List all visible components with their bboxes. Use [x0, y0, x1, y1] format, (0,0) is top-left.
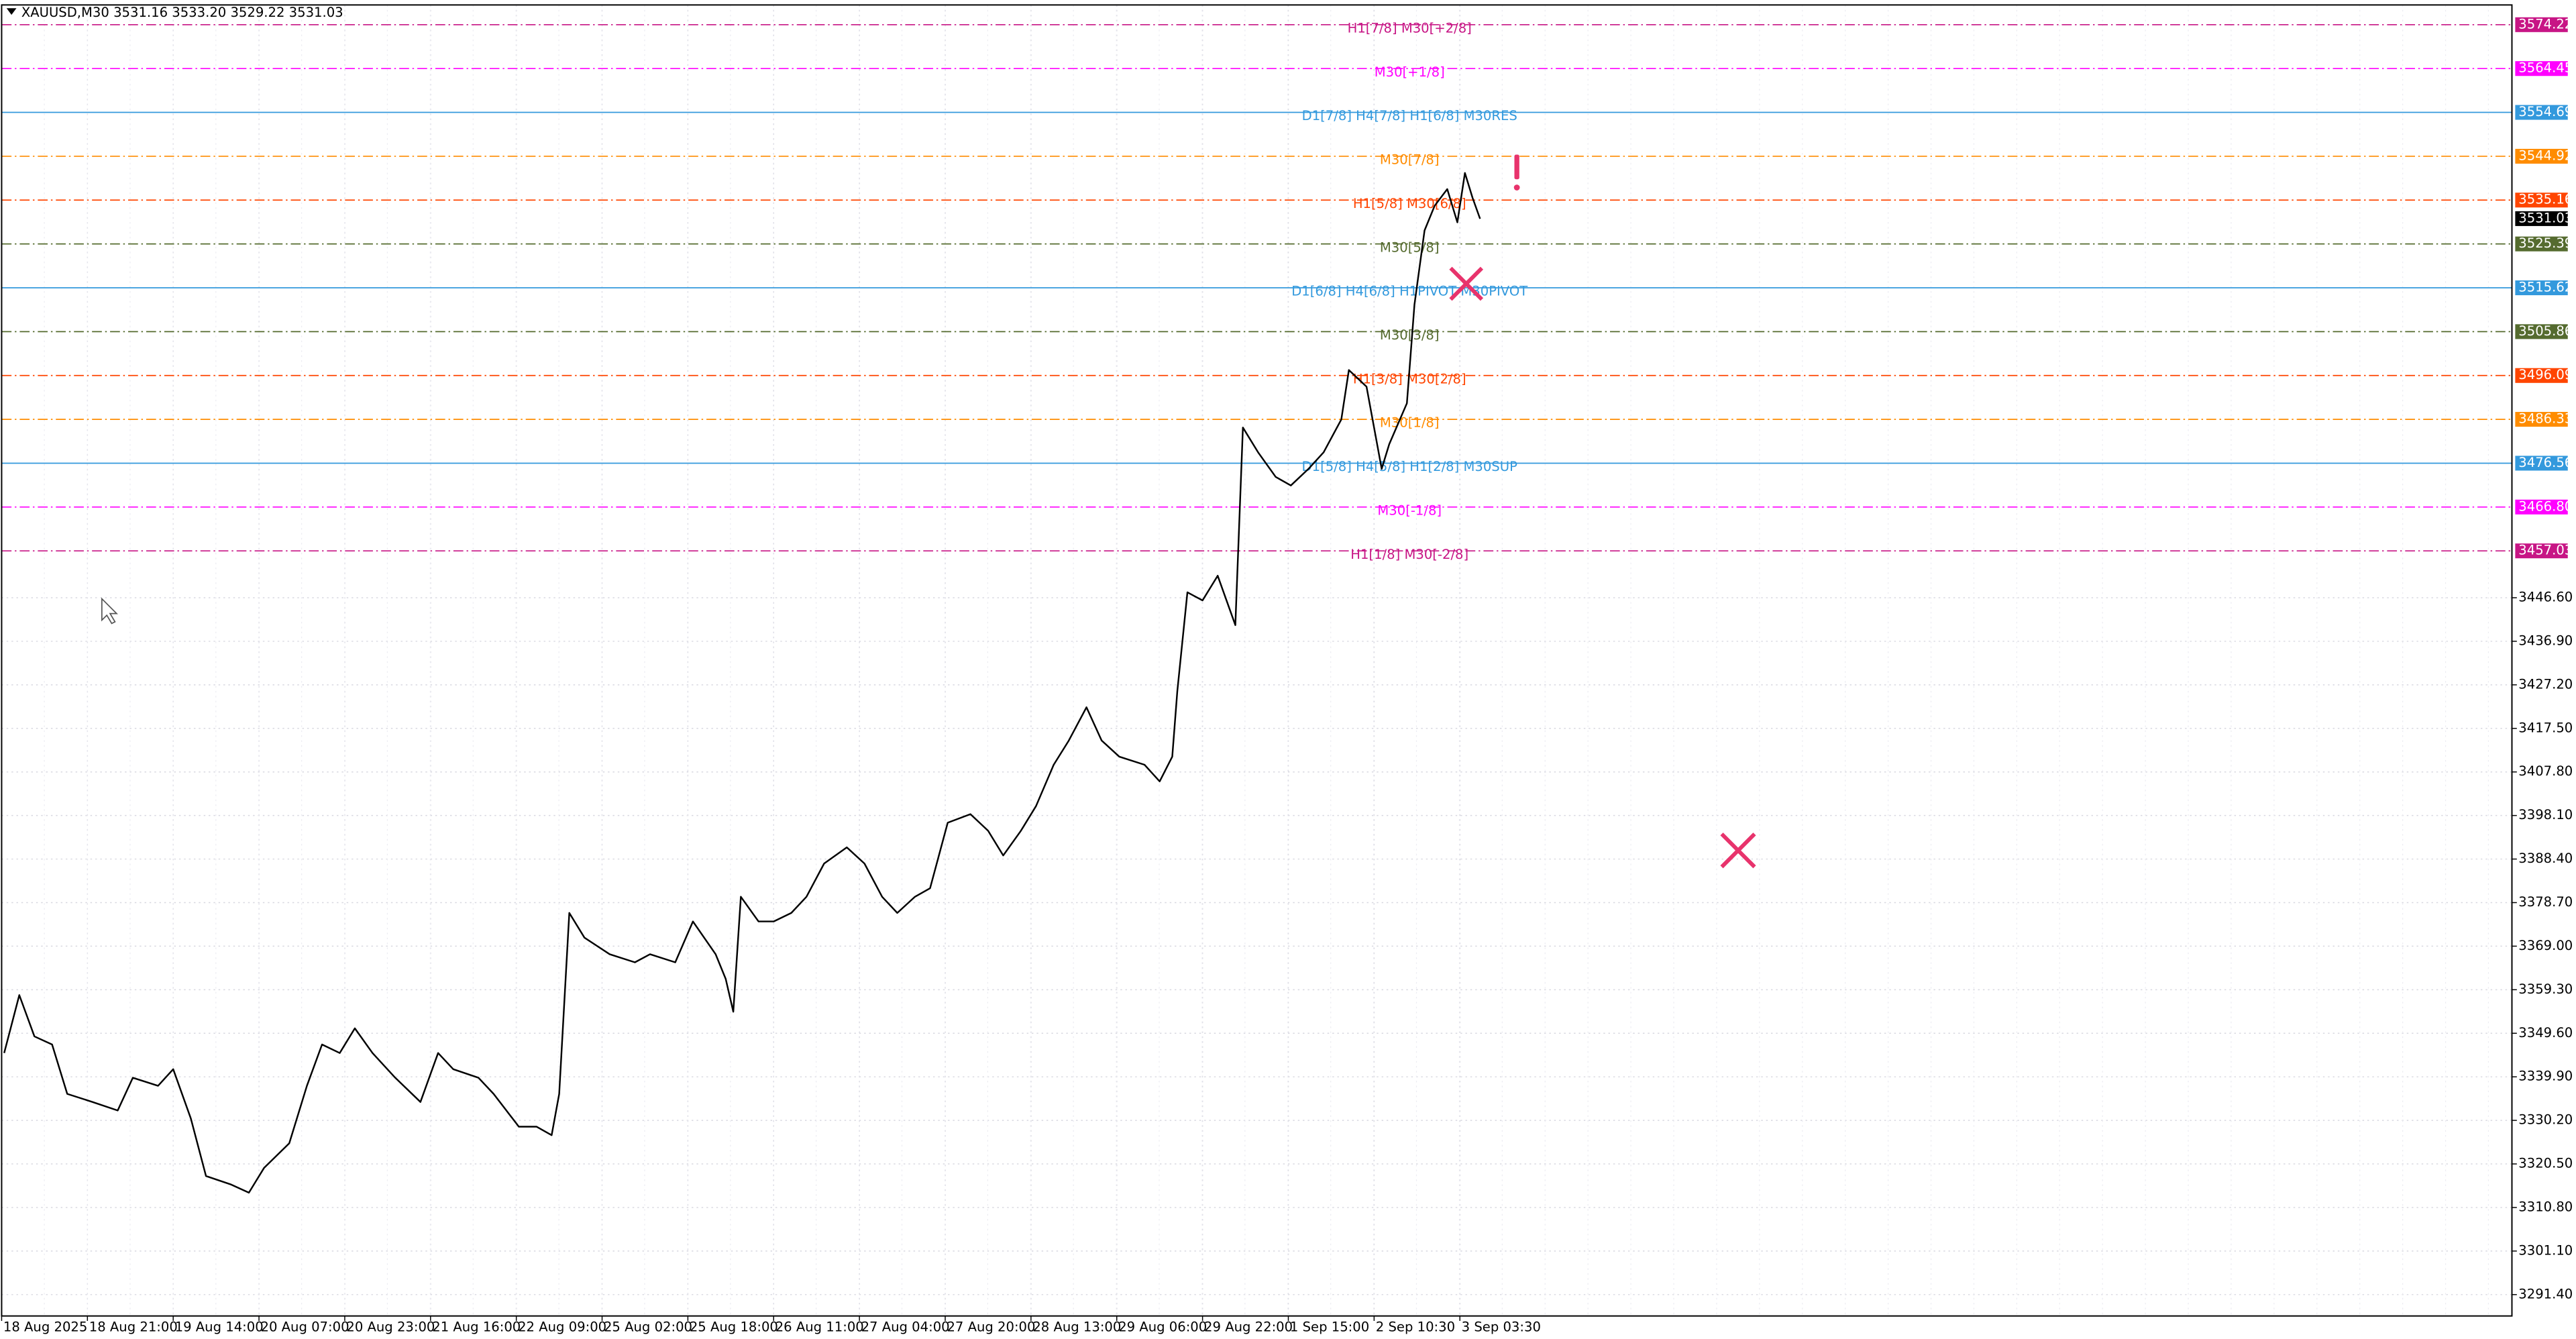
- x-tick-label: 2 Sep 10:30: [1376, 1319, 1455, 1334]
- x-tick-label: 22 Aug 09:00: [518, 1319, 606, 1334]
- x-tick-label: 27 Aug 04:00: [861, 1319, 950, 1334]
- level-label: D1[5/8] H4[5/8] H1[2/8] M30SUP: [1302, 459, 1518, 474]
- level-label: M30[-1/8]: [1377, 502, 1442, 518]
- y-tick-label: 3320.50: [2518, 1156, 2573, 1171]
- y-tick-label: 3417.50: [2518, 720, 2573, 735]
- price-line: [3, 172, 1481, 1194]
- x-tick-label: 26 Aug 11:00: [775, 1319, 864, 1334]
- price-tag-label: 3486.33: [2518, 411, 2573, 427]
- price-tag: [2515, 105, 2568, 120]
- alert-marker: [1513, 154, 1520, 191]
- price-tag-label: 3564.45: [2518, 60, 2573, 76]
- price-tag-label: 3544.92: [2518, 148, 2573, 163]
- x-tick-label: 18 Aug 21:00: [89, 1319, 178, 1334]
- price-tag: [2515, 193, 2568, 208]
- price-tag: [2515, 280, 2568, 296]
- price-tag: [2515, 148, 2568, 164]
- price-tag-label: 3496.09: [2518, 367, 2573, 382]
- x-tick-label: 19 Aug 14:00: [175, 1319, 264, 1334]
- price-tag: [2515, 368, 2568, 383]
- x-tick-label: 3 Sep 03:30: [1462, 1319, 1541, 1334]
- price-tag-label: 3554.69: [2518, 104, 2573, 119]
- level-label: M30[3/8]: [1380, 327, 1440, 343]
- y-tick-label: 3378.70: [2518, 894, 2573, 910]
- price-tag-label: 3535.16: [2518, 192, 2573, 207]
- x-tick-label: 27 Aug 20:00: [947, 1319, 1035, 1334]
- plot: [3, 172, 1481, 1194]
- y-tick-label: 3349.60: [2518, 1025, 2573, 1040]
- level-label: M30[5/8]: [1380, 239, 1440, 255]
- price-tag: [2515, 456, 2568, 471]
- grid: [1, 5, 2512, 1316]
- price-tag: [2515, 324, 2568, 339]
- cross-marker: [1449, 266, 1484, 301]
- price-tag-label: 3505.86: [2518, 323, 2573, 339]
- mouse-cursor: [101, 597, 118, 625]
- y-tick-label: 3301.10: [2518, 1242, 2573, 1258]
- level-label: M30[7/8]: [1380, 152, 1440, 168]
- price-tag-label: 3574.22: [2518, 16, 2573, 32]
- level-label: D1[7/8] H4[7/8] H1[6/8] M30RES: [1302, 108, 1517, 123]
- y-tick-label: 3330.20: [2518, 1112, 2573, 1128]
- y-tick-label: 3291.40: [2518, 1286, 2573, 1301]
- x-tick-label: 29 Aug 22:00: [1204, 1319, 1293, 1334]
- price-tag: [2515, 61, 2568, 76]
- y-tick-label: 3398.10: [2518, 807, 2573, 822]
- y-tick-label: 3446.60: [2518, 590, 2573, 605]
- x-tick-label: 20 Aug 23:00: [346, 1319, 435, 1334]
- level-label: M30[1/8]: [1380, 415, 1440, 431]
- y-tick-label: 3369.00: [2518, 938, 2573, 953]
- chart-title: XAUUSD,M30 3531.16 3533.20 3529.22 3531.…: [21, 5, 343, 20]
- last-price-tag: [2515, 211, 2568, 226]
- x-tick-label: 25 Aug 02:00: [604, 1319, 692, 1334]
- level-label: H1[1/8] M30[-2/8]: [1350, 547, 1468, 562]
- price-tag-label: 3457.03: [2518, 543, 2573, 558]
- price-tag: [2515, 499, 2568, 515]
- level-label: D1[6/8] H4[6/8] H1PIVOT M30PIVOT: [1291, 284, 1528, 299]
- price-tag-label: 3525.39: [2518, 235, 2573, 251]
- level-label: H1[7/8] M30[+2/8]: [1348, 20, 1472, 36]
- price-tag-label: 3466.80: [2518, 498, 2573, 514]
- axes: 3291.40 3301.10 3310.80 3320.50 3330.20 3339.…: [1, 16, 2573, 1334]
- y-tick-label: 3310.80: [2518, 1199, 2573, 1214]
- y-tick-label: 3359.30: [2518, 981, 2573, 997]
- levels: H1[7/8] M30[+2/8] M30[+1/8] D1[7/8] H4[7/8…: [1, 20, 2512, 562]
- price-tag: [2515, 236, 2568, 252]
- price-tag-label: 3515.62: [2518, 280, 2573, 295]
- y-tick-label: 3388.40: [2518, 851, 2573, 866]
- x-tick-label: 1 Sep 15:00: [1290, 1319, 1369, 1334]
- x-tick-label: 25 Aug 18:00: [690, 1319, 778, 1334]
- x-tick-label: 29 Aug 06:00: [1118, 1319, 1207, 1334]
- price-tag: [2515, 412, 2568, 427]
- x-tick-label: 20 Aug 07:00: [261, 1319, 350, 1334]
- cross-marker: [1720, 833, 1756, 869]
- last-price-label: 3531.03: [2518, 210, 2573, 225]
- x-tick-label: 28 Aug 13:00: [1032, 1319, 1121, 1334]
- price-tag: [2515, 543, 2568, 559]
- level-label: M30[+1/8]: [1375, 64, 1445, 80]
- level-label: H1[5/8] M30[6/8]: [1353, 196, 1466, 211]
- plot-frame: [1, 4, 2513, 1317]
- x-tick-label: 21 Aug 16:00: [432, 1319, 521, 1334]
- price-tag-label: 3476.56: [2518, 455, 2573, 470]
- y-tick-label: 3427.20: [2518, 676, 2573, 692]
- menu-arrow[interactable]: [6, 8, 17, 15]
- y-tick-label: 3339.90: [2518, 1069, 2573, 1084]
- price-tag: [2515, 17, 2568, 32]
- y-tick-label: 3407.80: [2518, 763, 2573, 779]
- y-tick-label: 3436.90: [2518, 633, 2573, 648]
- x-tick-label: 18 Aug 2025: [3, 1319, 87, 1334]
